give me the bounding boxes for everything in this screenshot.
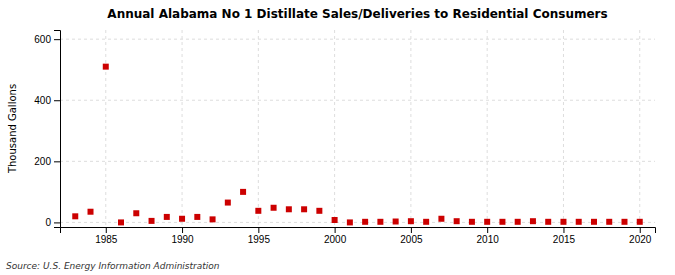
point: [194, 214, 200, 220]
x-grid-line: [334, 30, 335, 227]
point: [499, 219, 505, 225]
y-axis: 0 200 400 600: [34, 31, 60, 229]
tick-mark: [335, 227, 336, 233]
point: [438, 216, 444, 222]
point: [332, 217, 338, 223]
point: [362, 219, 368, 225]
axis-line: [54, 31, 61, 228]
tick-mark: [640, 227, 641, 233]
tick: 2020: [629, 227, 652, 245]
point: [621, 219, 627, 225]
tick: 1985: [95, 227, 118, 245]
point: [576, 219, 582, 225]
point: [103, 64, 109, 70]
point: [72, 213, 78, 219]
tick: 1990: [171, 227, 194, 245]
tick-label: 2020: [629, 234, 652, 245]
point: [545, 219, 551, 225]
tick: 2010: [477, 227, 500, 245]
tick-mark: [182, 227, 183, 233]
point: [133, 210, 139, 216]
chart: 1985 1990 1995 2000 2005 2010 2015 2020 0 200 400 6…: [0, 0, 675, 275]
tick: 200: [34, 156, 60, 167]
tick-label: 2005: [400, 234, 423, 245]
point: [255, 208, 261, 214]
plot-area: 1985 1990 1995 2000 2005 2010 2015 2020 0 200 400 6…: [34, 30, 655, 245]
tick-mark: [54, 161, 60, 162]
point: [377, 219, 383, 225]
tick: 600: [34, 34, 60, 45]
tick-label: 2010: [477, 234, 500, 245]
point: [454, 218, 460, 224]
point: [484, 219, 490, 225]
tick: 2000: [324, 227, 347, 245]
tick-mark: [106, 227, 107, 233]
tick: 2005: [400, 227, 423, 245]
tick: 400: [34, 95, 60, 106]
point: [164, 214, 170, 220]
point: [88, 209, 94, 215]
point: [118, 219, 124, 225]
point: [637, 219, 643, 225]
point: [560, 219, 566, 225]
tick-mark: [563, 227, 564, 233]
point: [301, 206, 307, 212]
x-grid-line: [258, 30, 259, 227]
tick-mark: [258, 227, 259, 233]
point: [423, 219, 429, 225]
point: [149, 218, 155, 224]
x-grid-line: [105, 30, 106, 227]
point: [591, 219, 597, 225]
y-grid-line: [60, 100, 655, 101]
point: [606, 219, 612, 225]
point: [210, 216, 216, 222]
y-axis-label: Thousand Gallons: [7, 84, 18, 174]
grid: [60, 30, 655, 227]
x-grid-line: [182, 30, 183, 227]
point: [393, 219, 399, 225]
tick-mark: [411, 227, 412, 233]
point: [225, 200, 231, 206]
tick-label: 400: [34, 95, 51, 106]
y-grid-line: [60, 39, 655, 40]
tick-mark: [54, 222, 60, 223]
x-grid-line: [410, 30, 411, 227]
y-grid-line: [60, 161, 655, 162]
tick-label: 1995: [248, 234, 271, 245]
tick-label: 1985: [95, 234, 118, 245]
x-grid-line: [639, 30, 640, 227]
tick-mark: [487, 227, 488, 233]
point: [286, 206, 292, 212]
annotation: Source: U.S. Energy Information Administ…: [6, 261, 220, 271]
tick-mark: [54, 100, 60, 101]
tick-mark: [54, 39, 60, 40]
point: [316, 208, 322, 214]
point: [347, 219, 353, 225]
point: [408, 218, 414, 224]
points: [72, 64, 642, 226]
point: [271, 205, 277, 211]
axis-line: [61, 228, 656, 234]
tick-label: 0: [45, 217, 51, 228]
tick-label: 2015: [553, 234, 576, 245]
x-grid-line: [487, 30, 488, 227]
tick-label: 200: [34, 156, 51, 167]
tick: 1995: [248, 227, 271, 245]
x-grid-line: [563, 30, 564, 227]
point: [179, 216, 185, 222]
point: [240, 189, 246, 195]
tick-label: 2000: [324, 234, 347, 245]
tick: 2015: [553, 227, 576, 245]
x-axis: 1985 1990 1995 2000 2005 2010 2015 2020: [61, 227, 656, 245]
title: Annual Alabama No 1 Distillate Sales/Del…: [107, 7, 607, 21]
tick-label: 1990: [171, 234, 194, 245]
point: [530, 218, 536, 224]
point: [515, 219, 521, 225]
tick: 0: [45, 217, 60, 228]
point: [469, 219, 475, 225]
tick-label: 600: [34, 34, 51, 45]
